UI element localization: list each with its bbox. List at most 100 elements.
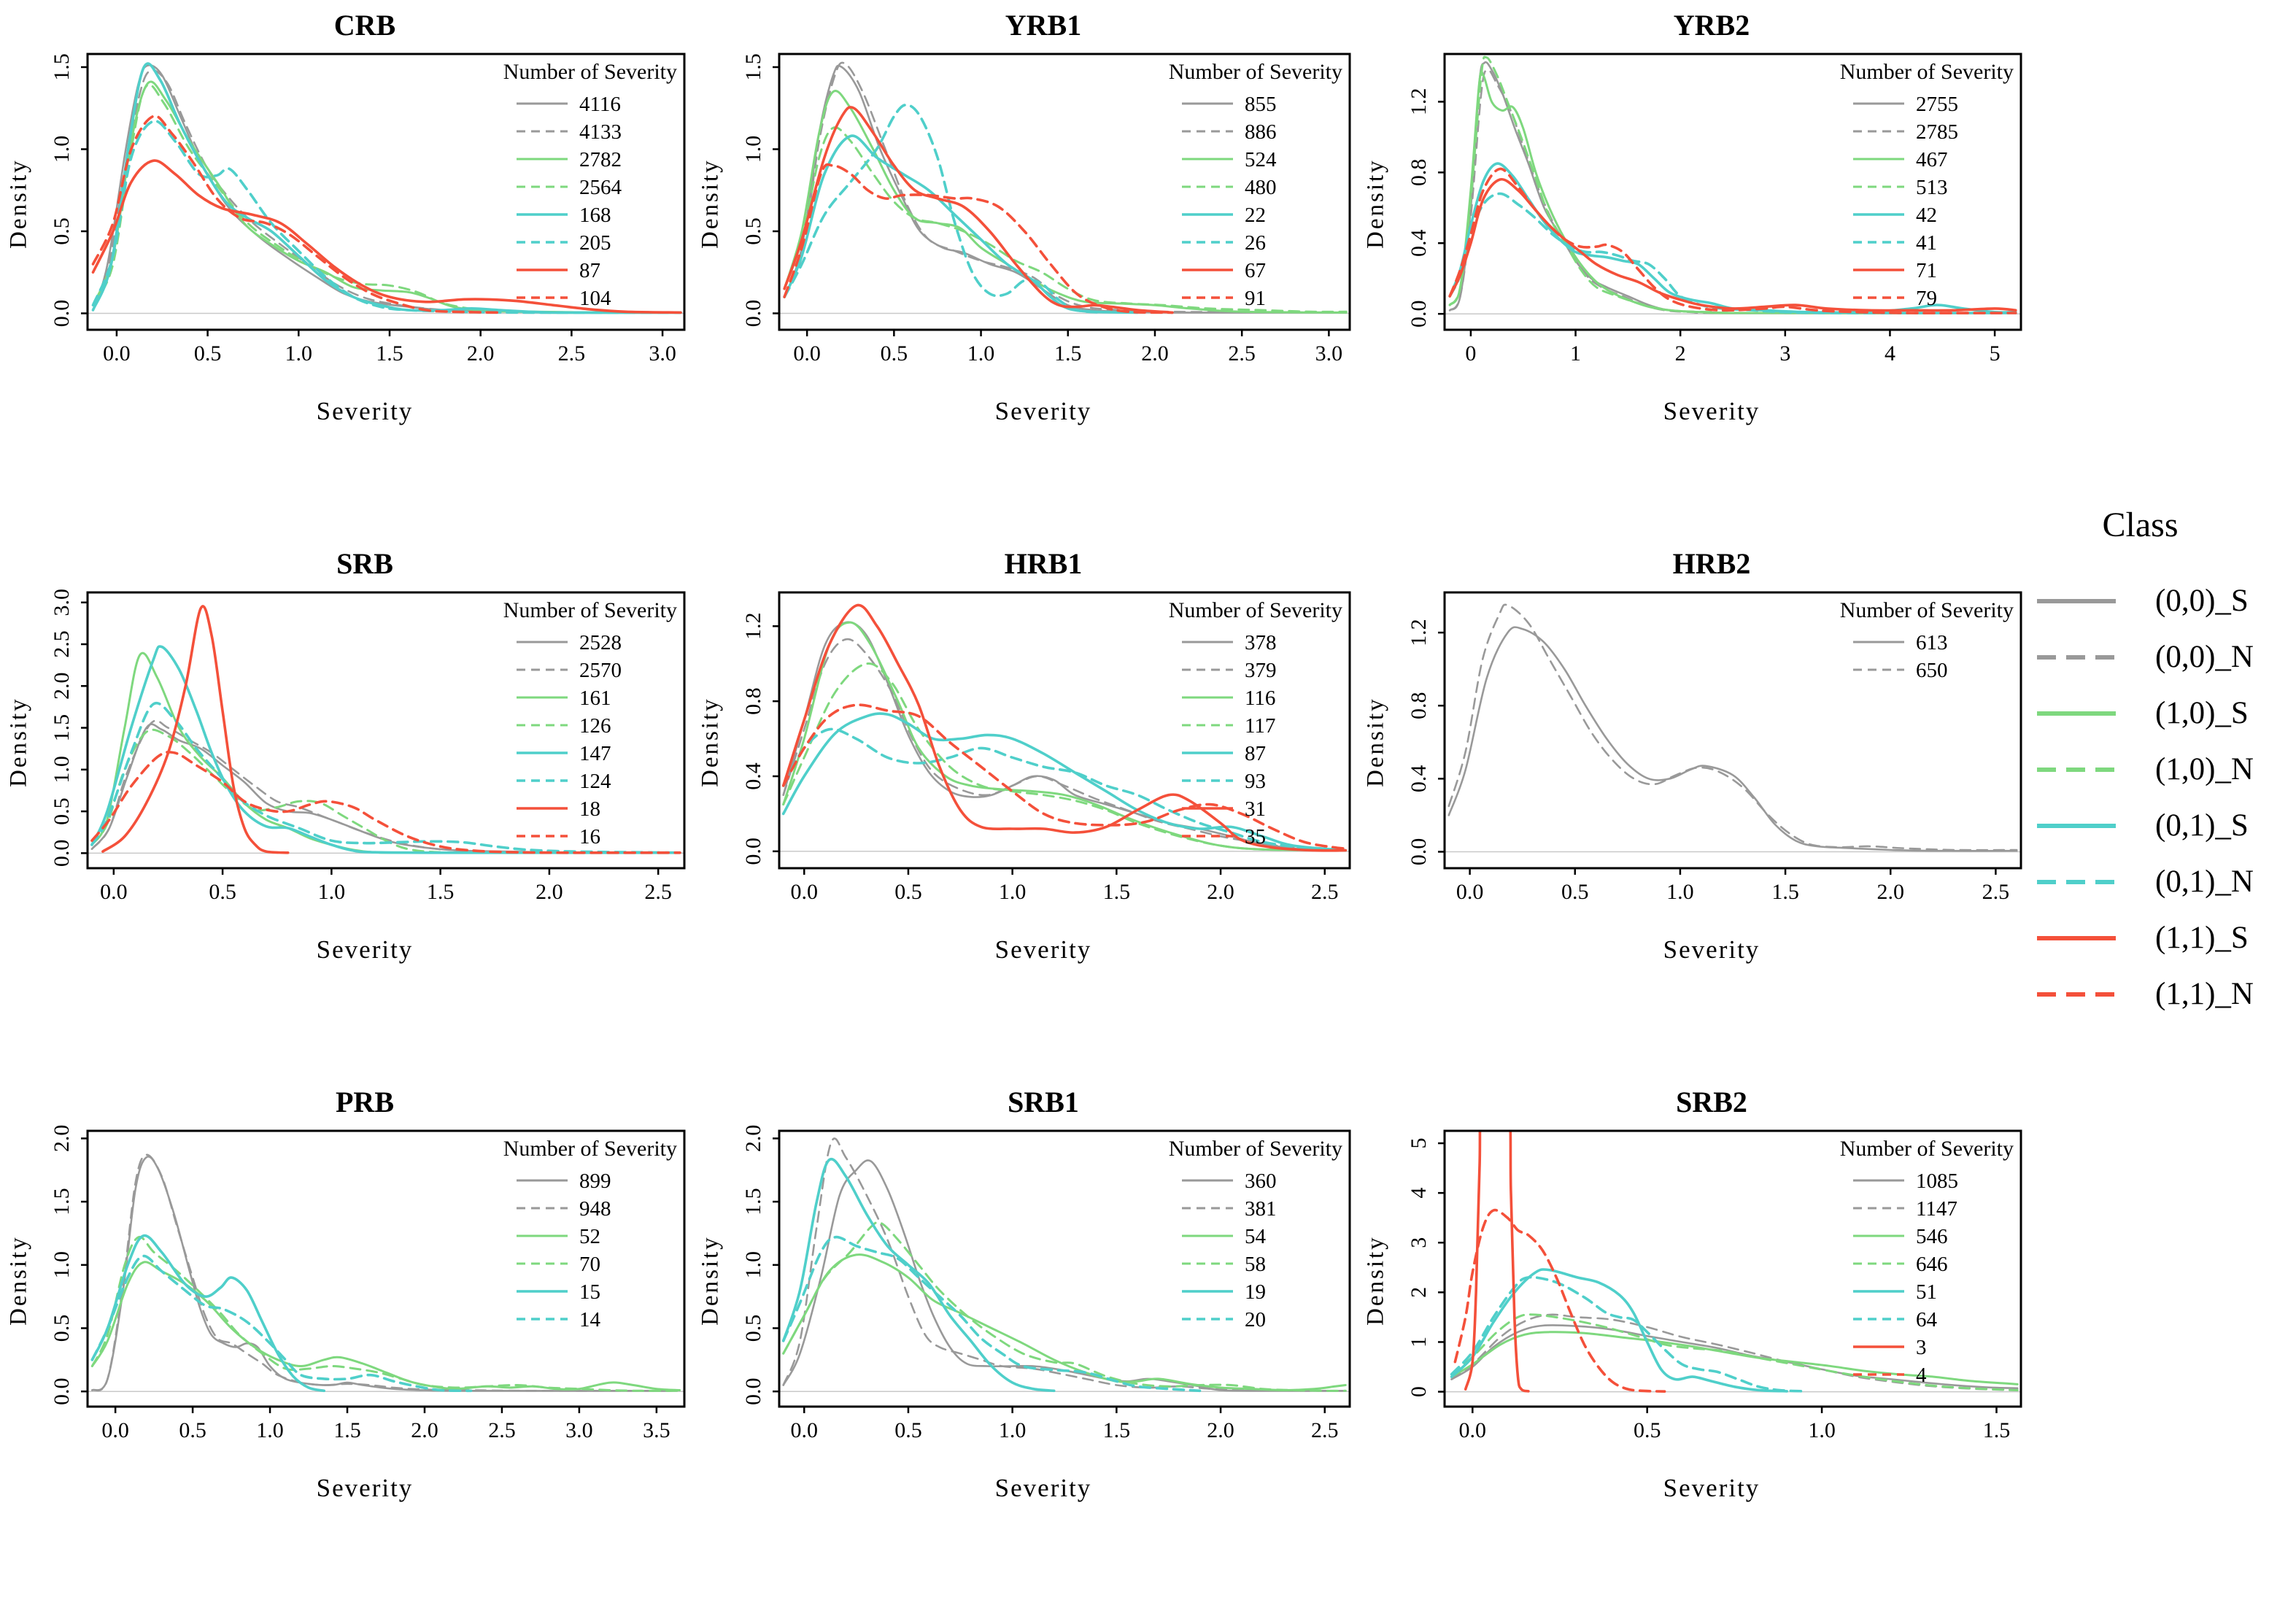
density-curve (781, 1157, 1056, 1393)
x-axis-title: Severity (994, 935, 1092, 964)
density-curve (783, 106, 1174, 314)
panel-legend-count: 546 (1916, 1225, 1948, 1248)
x-tick-label: 0.5 (209, 880, 236, 904)
panel-title: CRB (333, 9, 396, 42)
x-tick-label: 1.5 (1103, 1418, 1131, 1442)
x-tick-label: 2 (1675, 341, 1686, 366)
y-tick-label: 1.5 (50, 1188, 74, 1215)
panel-legend-count: 117 (1245, 714, 1275, 738)
plot-area: 0.0 0.5 1.0 1.5 2.0 2.5 0.0 0.4 0.8 1.2 Number of … (1407, 591, 2022, 904)
density-curve (1448, 55, 2017, 314)
class-legend-item: (0,1)_S (2028, 797, 2296, 854)
density-curve (781, 727, 1348, 851)
panel-hrb1: HRB1 Density 0.0 0.5 1.0 1.5 2.0 2.5 0.0 0.4 0.8… (692, 538, 1357, 1077)
curves-group (781, 603, 1348, 852)
density-curve (91, 1156, 673, 1392)
x-axis-title: Severity (994, 397, 1092, 425)
density-curve (1448, 192, 2017, 314)
x-tick-label: 3.0 (1315, 341, 1343, 366)
panel-legend-count: 41 (1916, 231, 1937, 255)
panel-legend-title: Number of Severity (1840, 598, 2014, 622)
panel-legend-count: 948 (579, 1197, 611, 1221)
y-tick-label: 3 (1407, 1237, 1431, 1248)
y-tick-label: 1.2 (741, 613, 765, 641)
panel-legend-count: 524 (1245, 148, 1277, 171)
panel-legend-count: 646 (1916, 1253, 1948, 1276)
panel-srb1: SRB1 Density 0.0 0.5 1.0 1.5 2.0 2.5 0.0 0.5 1.0… (692, 1077, 1357, 1616)
panel-legend-count: 31 (1245, 797, 1266, 821)
x-tick-label: 1.5 (376, 341, 403, 366)
density-curve (90, 1234, 325, 1393)
panel-legend-count: 650 (1916, 659, 1948, 682)
panel-legend-title: Number of Severity (503, 598, 677, 622)
class-legend-item: (1,1)_N (2028, 966, 2296, 1022)
y-tick-label: 1.0 (741, 136, 765, 163)
panel-legend-count: 613 (1916, 631, 1948, 654)
plot-area: 0.0 0.5 1.0 1.5 2.0 2.5 3.0 3.5 0.0 0.5 1.0 1.5 2.0 N… (50, 1125, 686, 1442)
x-tick-label: 1.0 (256, 1418, 284, 1442)
x-tick-label: 2.5 (1311, 880, 1339, 904)
density-curve (90, 645, 681, 854)
plot-box (1443, 1129, 2022, 1408)
density-curve (90, 701, 681, 854)
density-curve (783, 134, 1139, 314)
y-axis-title: Density (5, 697, 32, 787)
density-curve (781, 603, 1348, 852)
panel-legend-count: 22 (1245, 204, 1266, 227)
x-tick-label: 2.5 (558, 341, 586, 366)
class-legend-line-sample (2037, 598, 2116, 603)
x-tick-label: 4 (1885, 341, 1895, 366)
y-tick-label: 1.5 (50, 53, 74, 81)
x-tick-label: 2.0 (1207, 880, 1234, 904)
class-legend-item: (1,0)_N (2028, 741, 2296, 797)
panel-legend-count: 2528 (579, 631, 622, 654)
y-tick-label: 0.0 (741, 300, 765, 328)
density-curve (1453, 1208, 1666, 1393)
x-tick-label: 3.0 (649, 341, 676, 366)
class-legend-item-label: (1,1)_S (2155, 921, 2249, 955)
panel-legend-count: 14 (579, 1308, 601, 1331)
panel-legend-count: 124 (579, 770, 611, 793)
panel-legend-count: 42 (1916, 204, 1937, 227)
x-tick-label: 1.5 (1103, 880, 1131, 904)
x-tick-label: 0.0 (793, 341, 821, 366)
plot-box (778, 1129, 1351, 1408)
panel-yrb2: YRB2 Density 0 1 2 3 4 5 0.0 0.4 0.8 1.2 Number of… (1357, 0, 2028, 538)
panel-legend-count: 54 (1245, 1225, 1267, 1248)
density-curve (782, 638, 1347, 851)
x-tick-label: 0.0 (101, 1418, 129, 1442)
x-tick-label: 3.0 (565, 1418, 593, 1442)
density-curve (90, 1235, 681, 1392)
plot-area: 0.0 0.5 1.0 1.5 0 1 2 3 4 5 Number of Severity 1085… (1407, 1129, 2022, 1442)
y-axis-title: Density (5, 158, 32, 249)
y-tick-label: 0.0 (741, 1377, 765, 1405)
plot-area: 0.0 0.5 1.0 1.5 2.0 2.5 0.0 0.5 1.0 1.5 2.0 2.5 3.0 N… (50, 589, 686, 904)
panel-legend-count: 2564 (579, 176, 622, 199)
panel-title: PRB (336, 1086, 394, 1118)
panel-legend-count: 1085 (1916, 1170, 1958, 1193)
x-tick-label: 2.5 (644, 880, 672, 904)
x-tick-label: 2.0 (536, 880, 563, 904)
x-tick-label: 0.5 (179, 1418, 206, 1442)
density-curve (782, 1221, 1347, 1392)
y-axis-title: Density (697, 1235, 724, 1326)
y-tick-label: 1.5 (741, 1188, 765, 1215)
panel-legend-count: 35 (1245, 825, 1266, 848)
panel-legend-count: 1147 (1916, 1197, 1957, 1221)
density-curve (782, 1159, 1347, 1392)
plot-area: 0 1 2 3 4 5 0.0 0.4 0.8 1.2 Number of Severity 2755… (1407, 53, 2022, 366)
class-legend-title: Class (2102, 506, 2179, 544)
x-axis-title: Severity (994, 1474, 1092, 1502)
curves-group (91, 62, 682, 314)
x-tick-label: 0.0 (1459, 1418, 1487, 1442)
panel-legend-title: Number of Severity (1169, 1137, 1342, 1161)
density-curve (781, 703, 1348, 850)
panel-hrb2: HRB2 Density 0.0 0.5 1.0 1.5 2.0 2.5 0.0 0.4 0.8… (1357, 538, 2028, 1077)
x-tick-label: 2.0 (1876, 880, 1904, 904)
panel-legend-title: Number of Severity (1169, 60, 1342, 84)
x-tick-label: 2.0 (411, 1418, 438, 1442)
curves-group (783, 61, 1348, 314)
panel-legend-title: Number of Severity (503, 1137, 677, 1161)
plot-box (1443, 591, 2022, 870)
y-tick-label: 2.0 (741, 1125, 765, 1153)
